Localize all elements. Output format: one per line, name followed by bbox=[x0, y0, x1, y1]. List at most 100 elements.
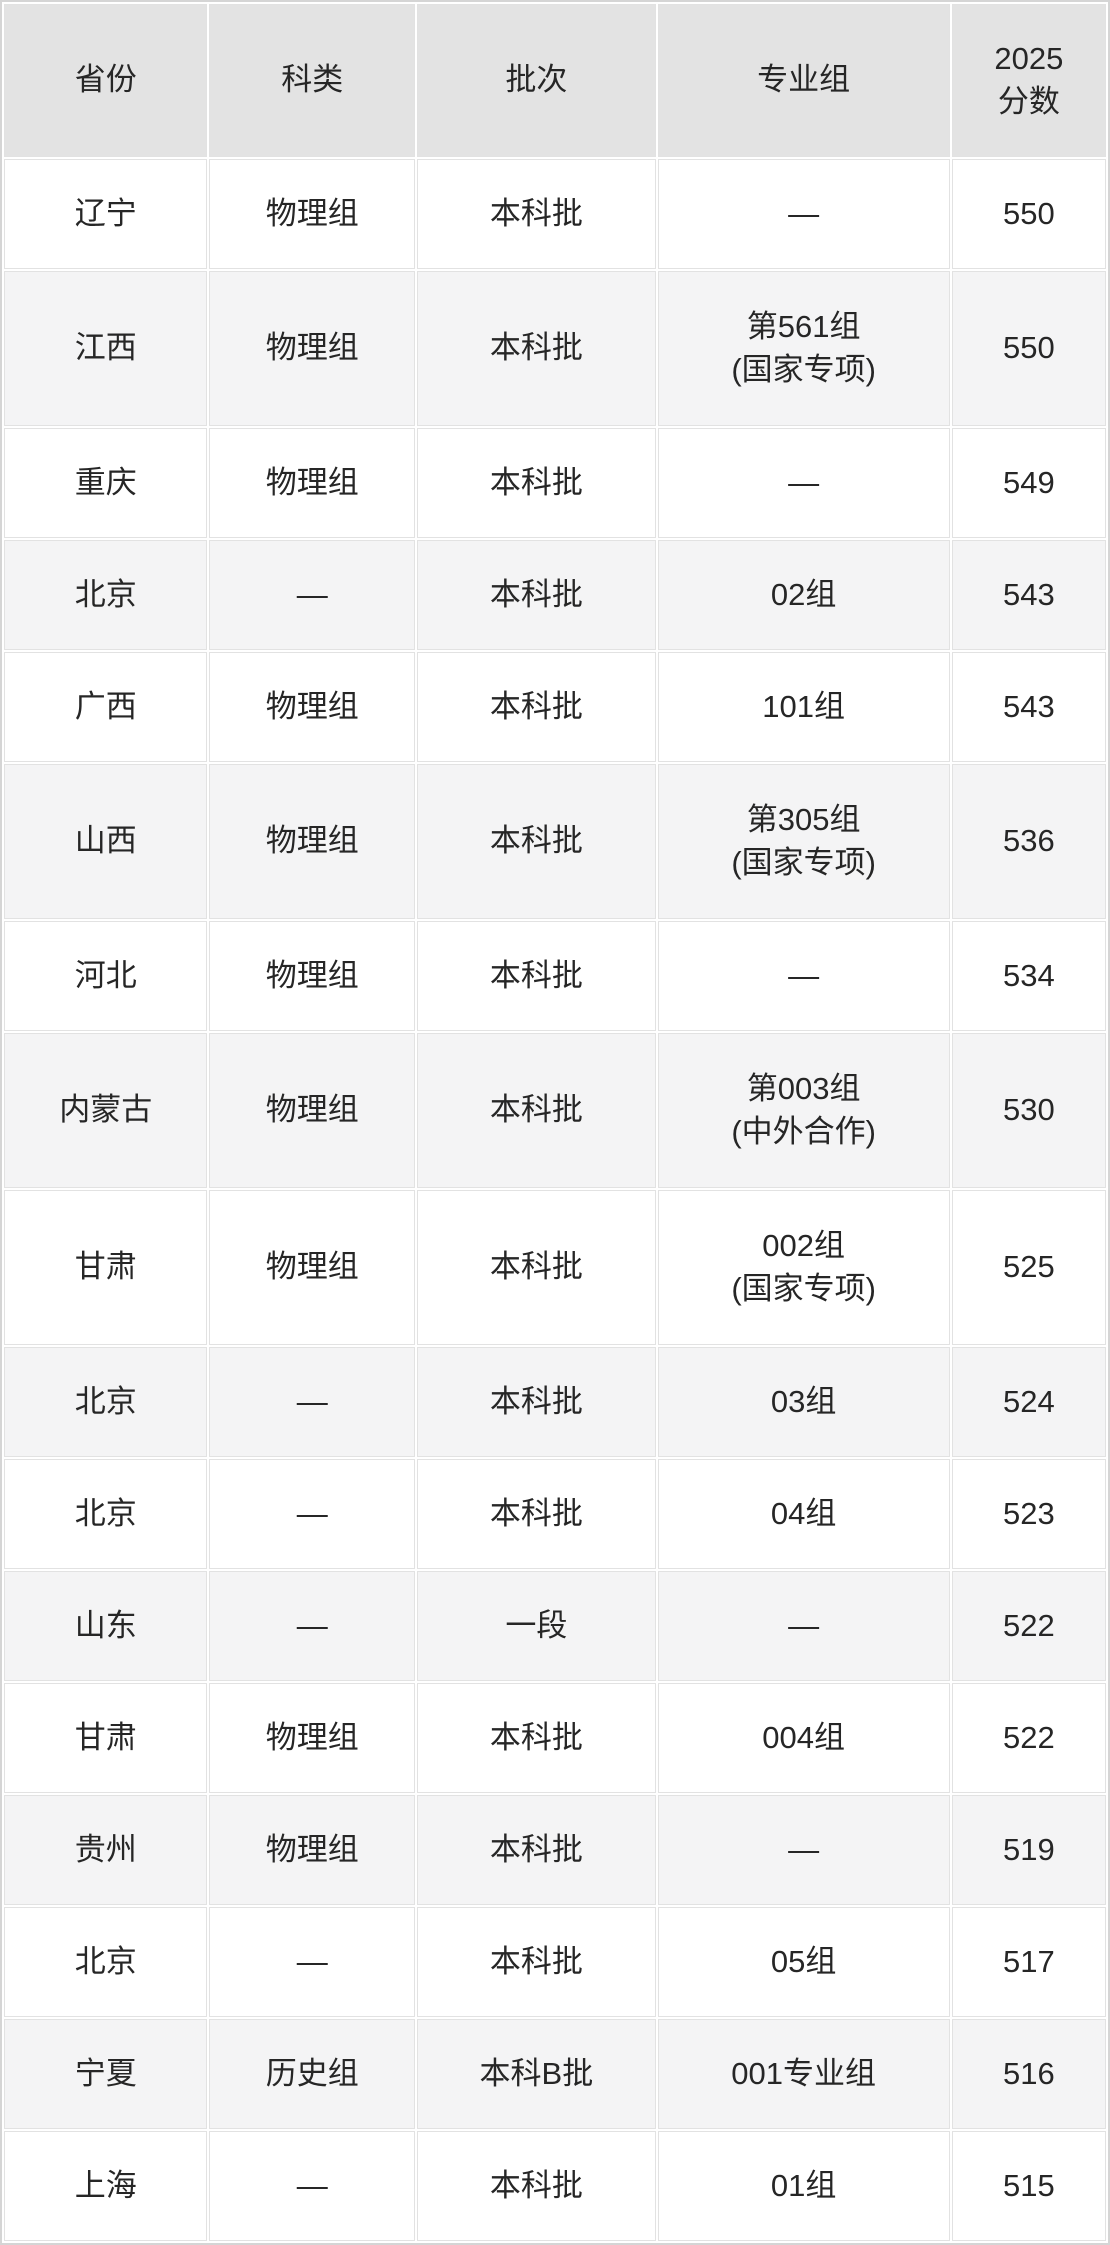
cell-group: 03组 bbox=[657, 1347, 950, 1457]
cell-batch: 本科批 bbox=[417, 2131, 656, 2241]
cell-score: 522 bbox=[951, 1571, 1106, 1681]
table-row: 重庆 物理组 本科批 — 549 bbox=[4, 428, 1106, 538]
cell-province: 北京 bbox=[4, 1347, 208, 1457]
cell-batch: 本科B批 bbox=[417, 2019, 656, 2129]
cell-province: 北京 bbox=[4, 1907, 208, 2017]
cell-score: 525 bbox=[951, 1190, 1106, 1345]
cell-group-main: 第305组 bbox=[746, 801, 861, 837]
cell-batch: 本科批 bbox=[417, 1033, 656, 1188]
table-row: 山东 — 一段 — 522 bbox=[4, 1571, 1106, 1681]
cell-batch: 本科批 bbox=[417, 1795, 656, 1905]
cell-group: 001专业组 bbox=[657, 2019, 950, 2129]
cell-batch: 一段 bbox=[417, 1571, 656, 1681]
cell-category: 物理组 bbox=[209, 428, 416, 538]
cell-score: 534 bbox=[951, 921, 1106, 1031]
cell-category: 物理组 bbox=[209, 159, 416, 269]
column-header-category: 科类 bbox=[209, 4, 416, 157]
cell-group-note: (国家专项) bbox=[731, 1270, 876, 1306]
cell-province: 江西 bbox=[4, 271, 208, 426]
column-header-score: 2025 分数 bbox=[951, 4, 1106, 157]
cell-group: — bbox=[657, 1795, 950, 1905]
cell-province: 内蒙古 bbox=[4, 1033, 208, 1188]
table-row: 北京 — 本科批 05组 517 bbox=[4, 1907, 1106, 2017]
cell-batch: 本科批 bbox=[417, 540, 656, 650]
cell-batch: 本科批 bbox=[417, 764, 656, 919]
cell-province: 山西 bbox=[4, 764, 208, 919]
cell-category: 物理组 bbox=[209, 921, 416, 1031]
table-row: 北京 — 本科批 04组 523 bbox=[4, 1459, 1106, 1569]
cell-group-main: — bbox=[788, 1831, 820, 1867]
cell-group-main: — bbox=[788, 957, 820, 993]
cell-group: 第305组 (国家专项) bbox=[657, 764, 950, 919]
cell-batch: 本科批 bbox=[417, 1683, 656, 1793]
table-row: 甘肃 物理组 本科批 002组 (国家专项) 525 bbox=[4, 1190, 1106, 1345]
cell-province: 山东 bbox=[4, 1571, 208, 1681]
cell-group-main: 004组 bbox=[762, 1719, 846, 1755]
cell-score: 519 bbox=[951, 1795, 1106, 1905]
cell-group-main: 第003组 bbox=[746, 1070, 861, 1106]
cell-province: 甘肃 bbox=[4, 1190, 208, 1345]
cell-batch: 本科批 bbox=[417, 652, 656, 762]
cell-province: 甘肃 bbox=[4, 1683, 208, 1793]
cell-group-main: — bbox=[788, 1607, 820, 1643]
cell-group: — bbox=[657, 921, 950, 1031]
cell-category: 物理组 bbox=[209, 1683, 416, 1793]
cell-group-note: (国家专项) bbox=[731, 351, 876, 387]
cell-group: 01组 bbox=[657, 2131, 950, 2241]
table-body: 辽宁 物理组 本科批 — 550 江西 物理组 本科批 第561组 (国家专项)… bbox=[4, 159, 1106, 2241]
table-row: 甘肃 物理组 本科批 004组 522 bbox=[4, 1683, 1106, 1793]
cell-category: 物理组 bbox=[209, 271, 416, 426]
cell-group: 002组 (国家专项) bbox=[657, 1190, 950, 1345]
cell-group: 04组 bbox=[657, 1459, 950, 1569]
cell-batch: 本科批 bbox=[417, 428, 656, 538]
cell-group: 02组 bbox=[657, 540, 950, 650]
cell-group: 05组 bbox=[657, 1907, 950, 2017]
cell-province: 辽宁 bbox=[4, 159, 208, 269]
cell-group: — bbox=[657, 428, 950, 538]
cell-group: 第003组 (中外合作) bbox=[657, 1033, 950, 1188]
cell-category: 物理组 bbox=[209, 1190, 416, 1345]
cell-group: 101组 bbox=[657, 652, 950, 762]
cell-category: — bbox=[209, 2131, 416, 2241]
cell-category: — bbox=[209, 1571, 416, 1681]
cell-score: 523 bbox=[951, 1459, 1106, 1569]
cell-score: 522 bbox=[951, 1683, 1106, 1793]
column-header-score-line1: 2025 bbox=[994, 40, 1064, 76]
cell-category: 历史组 bbox=[209, 2019, 416, 2129]
cell-group-main: — bbox=[788, 464, 820, 500]
table-row: 内蒙古 物理组 本科批 第003组 (中外合作) 530 bbox=[4, 1033, 1106, 1188]
cell-score: 530 bbox=[951, 1033, 1106, 1188]
cell-category: — bbox=[209, 1347, 416, 1457]
table-row: 江西 物理组 本科批 第561组 (国家专项) 550 bbox=[4, 271, 1106, 426]
cell-category: 物理组 bbox=[209, 1033, 416, 1188]
cell-score: 550 bbox=[951, 271, 1106, 426]
table-row: 山西 物理组 本科批 第305组 (国家专项) 536 bbox=[4, 764, 1106, 919]
cell-province: 北京 bbox=[4, 540, 208, 650]
table-row: 辽宁 物理组 本科批 — 550 bbox=[4, 159, 1106, 269]
cell-batch: 本科批 bbox=[417, 1190, 656, 1345]
column-header-batch: 批次 bbox=[417, 4, 656, 157]
cell-score: 515 bbox=[951, 2131, 1106, 2241]
table-row: 广西 物理组 本科批 101组 543 bbox=[4, 652, 1106, 762]
cell-group-main: 04组 bbox=[770, 1495, 837, 1531]
cell-score: 550 bbox=[951, 159, 1106, 269]
cell-category: 物理组 bbox=[209, 764, 416, 919]
cell-group-note: (中外合作) bbox=[731, 1113, 876, 1149]
cell-group-main: 02组 bbox=[770, 576, 837, 612]
cell-group: — bbox=[657, 159, 950, 269]
cell-group: — bbox=[657, 1571, 950, 1681]
cell-group-note: (国家专项) bbox=[731, 844, 876, 880]
cell-province: 上海 bbox=[4, 2131, 208, 2241]
cell-score: 516 bbox=[951, 2019, 1106, 2129]
cell-batch: 本科批 bbox=[417, 271, 656, 426]
table-row: 贵州 物理组 本科批 — 519 bbox=[4, 1795, 1106, 1905]
table-header: 省份 科类 批次 专业组 2025 分数 bbox=[4, 4, 1106, 157]
cell-category: — bbox=[209, 1907, 416, 2017]
cell-group: 004组 bbox=[657, 1683, 950, 1793]
table-row: 河北 物理组 本科批 — 534 bbox=[4, 921, 1106, 1031]
cell-province: 宁夏 bbox=[4, 2019, 208, 2129]
cell-score: 517 bbox=[951, 1907, 1106, 2017]
cell-category: — bbox=[209, 540, 416, 650]
cell-province: 北京 bbox=[4, 1459, 208, 1569]
